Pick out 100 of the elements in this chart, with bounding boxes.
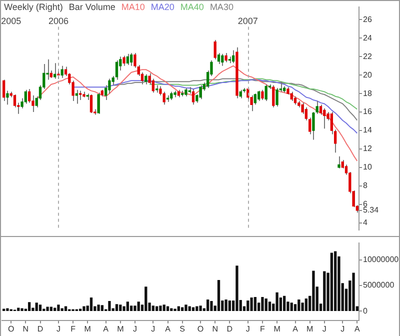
x-tick-label: A	[103, 324, 110, 334]
x-tick-label: J	[151, 324, 156, 334]
bar	[236, 266, 238, 311]
y-tick-label: 4	[363, 218, 368, 228]
bar	[108, 301, 111, 311]
x-tick-label: J	[132, 324, 137, 334]
candlestick	[24, 89, 28, 104]
bar	[100, 305, 104, 311]
text: MA40	[180, 2, 204, 12]
x-tick-label: N	[212, 324, 218, 334]
x-tick-label: 2007	[238, 16, 258, 26]
bar	[20, 308, 24, 311]
bar	[276, 292, 278, 311]
y-tick-label: 5.34	[363, 206, 380, 215]
candlestick	[2, 79, 6, 102]
bar	[224, 300, 228, 311]
candlestick	[272, 84, 275, 108]
candlestick	[75, 89, 78, 104]
bar	[162, 304, 166, 311]
bar	[264, 298, 268, 311]
candlestick	[232, 50, 235, 64]
bar	[268, 302, 272, 311]
candlestick	[192, 88, 195, 106]
x-tick-label: A	[354, 324, 361, 334]
bar	[188, 306, 191, 311]
bar	[152, 306, 155, 311]
x-tick-label: A	[292, 324, 299, 334]
bar	[217, 280, 220, 311]
y-tick-label: 10000000	[363, 254, 400, 264]
candlestick	[6, 90, 9, 106]
bar	[130, 306, 133, 311]
bar	[304, 298, 308, 311]
bar	[298, 300, 300, 311]
bar	[301, 302, 304, 311]
bar	[38, 304, 42, 311]
bar	[196, 306, 198, 311]
y-tick-label: 22	[363, 52, 372, 61]
bar	[134, 306, 136, 311]
bar	[28, 302, 31, 311]
bar	[137, 302, 140, 311]
y-tick-label: 14	[363, 126, 372, 135]
chart-title: Weekly (Right)	[4, 2, 63, 12]
candlestick	[338, 156, 340, 169]
bar	[119, 304, 122, 311]
x-tick-label: J	[56, 324, 60, 334]
y-tick-label: 16	[363, 107, 372, 116]
candlestick	[199, 84, 202, 100]
bar	[115, 304, 118, 311]
x-tick-label: 2005	[1, 16, 22, 26]
text: MA20	[150, 2, 174, 12]
x-tick-label: D	[37, 324, 44, 334]
y-tick-label: 18	[363, 88, 372, 98]
y-tick-label: 12	[363, 144, 372, 154]
candlestick	[224, 52, 228, 63]
x-tick-label: J	[322, 324, 326, 334]
candlestick	[319, 104, 322, 116]
bar	[155, 306, 158, 311]
bar	[228, 300, 232, 311]
candlestick	[90, 94, 93, 114]
text: MA10	[121, 2, 145, 12]
candlestick	[316, 100, 318, 114]
candlestick	[264, 84, 268, 102]
candlestick	[221, 53, 224, 66]
bar	[246, 300, 250, 311]
bar	[206, 300, 210, 311]
bar	[126, 302, 130, 311]
bar	[144, 286, 148, 311]
bar	[97, 304, 100, 311]
x-tick-label: F	[260, 324, 266, 334]
x-tick-label: 2006	[48, 16, 68, 26]
bar	[312, 270, 315, 311]
bar	[90, 297, 93, 311]
bar	[50, 306, 53, 311]
bar	[53, 308, 56, 311]
x-tick-label: M	[274, 324, 281, 334]
bar	[330, 252, 334, 311]
bar	[177, 306, 180, 311]
candlestick	[78, 90, 82, 101]
candlestick	[60, 65, 64, 78]
bar	[282, 296, 286, 311]
y-tick-label: 5000000	[363, 280, 395, 290]
bar	[250, 297, 253, 311]
candlestick	[312, 112, 315, 140]
bar	[254, 296, 257, 311]
chart-subtitle: Bar Volume	[68, 2, 116, 12]
candlestick	[290, 91, 293, 102]
bar	[82, 306, 86, 311]
bar	[261, 296, 264, 311]
candlestick	[130, 52, 133, 66]
bar	[334, 251, 337, 311]
bar	[57, 304, 60, 311]
candlestick	[104, 84, 108, 101]
x-tick-label: J	[246, 324, 250, 334]
bar	[17, 308, 20, 311]
y-tick-label: 24	[363, 33, 372, 42]
bar	[166, 306, 170, 311]
candlestick	[28, 88, 31, 104]
candlestick	[53, 62, 56, 80]
candlestick	[13, 94, 16, 108]
x-tick-label: N	[22, 324, 29, 334]
